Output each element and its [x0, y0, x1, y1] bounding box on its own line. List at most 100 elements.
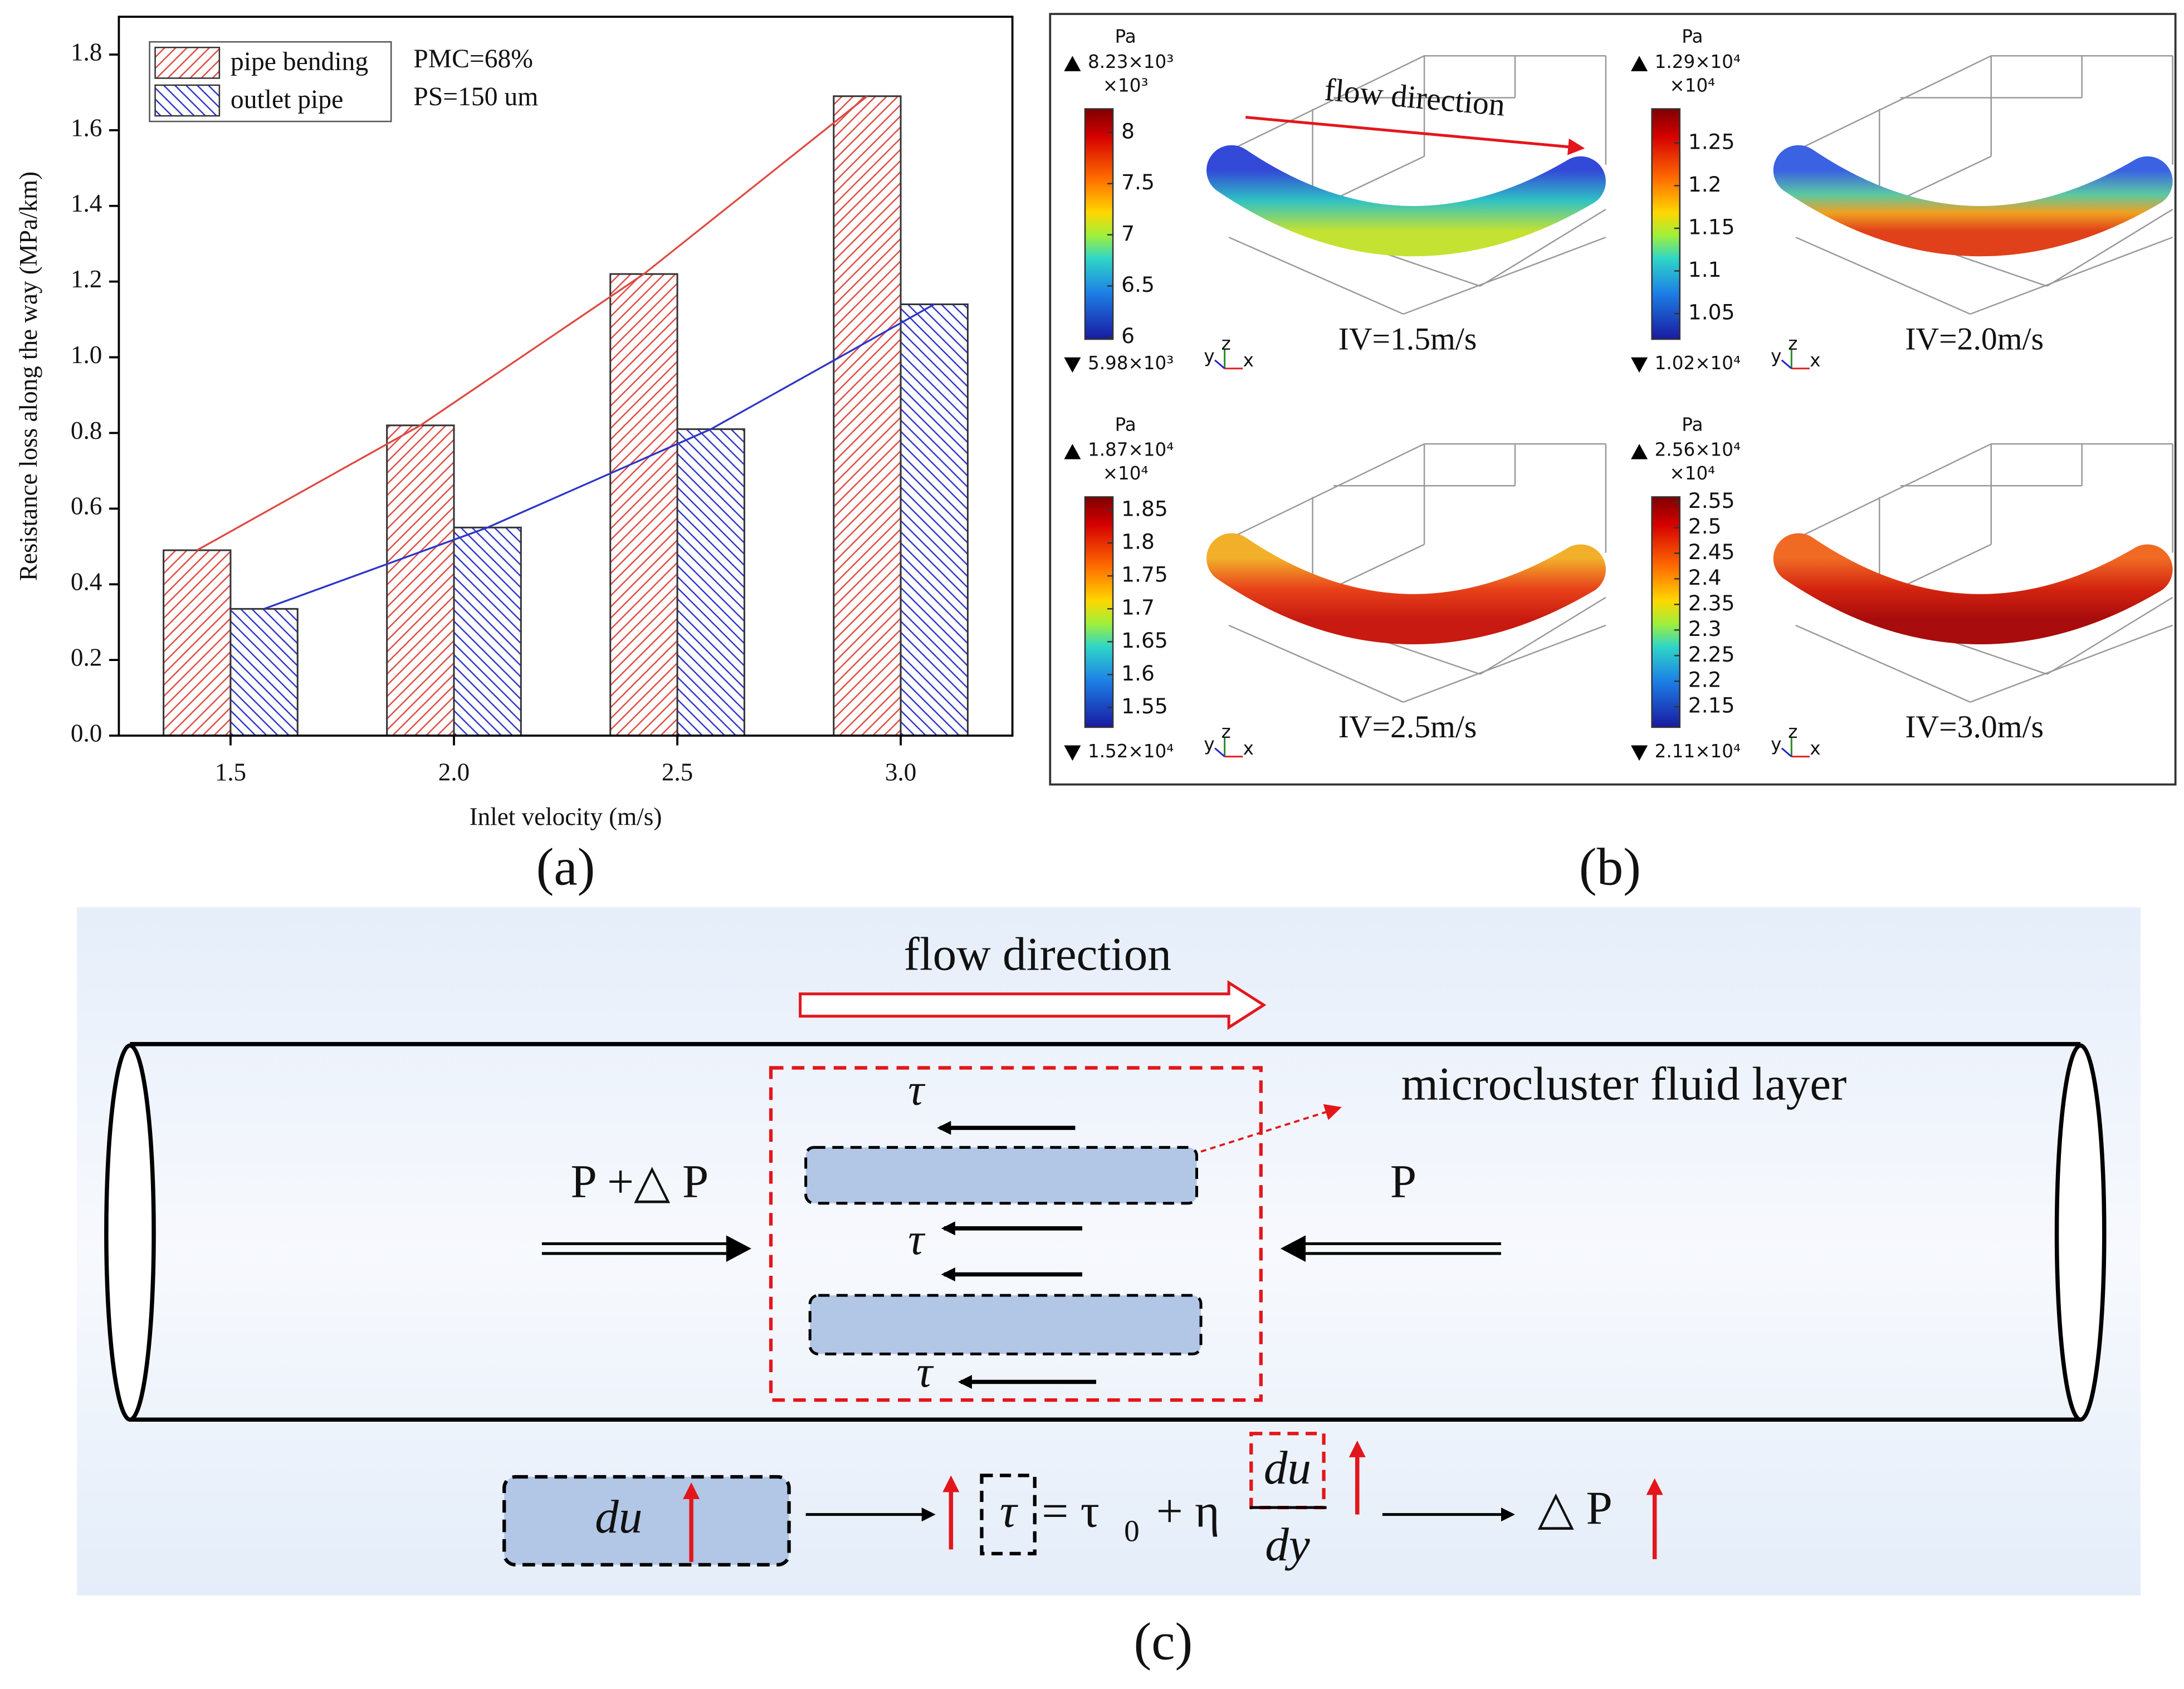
- legend-label: outlet pipe: [231, 85, 343, 114]
- wireframe: [1479, 208, 1606, 287]
- wireframe: [1970, 624, 2173, 703]
- y-tick-label: 1.2: [71, 265, 102, 293]
- x-tick-label: 2.5: [662, 758, 693, 786]
- pipe-end: [104, 1043, 156, 1422]
- gizmo-label: z: [1788, 333, 1797, 354]
- colorbar-tick-label: 1.65: [1121, 628, 1168, 653]
- colorbar-min: 5.98×10³: [1088, 353, 1174, 374]
- gizmo-label: z: [1222, 721, 1231, 742]
- plot-label: IV=1.5m/s: [1338, 321, 1477, 356]
- shear-label: τ: [908, 1066, 926, 1115]
- layer-label: microcluster fluid layer: [1401, 1058, 1847, 1110]
- wireframe: [1479, 596, 1606, 675]
- x-tick-label: 2.0: [438, 758, 470, 786]
- trend-line: [263, 303, 935, 610]
- y-tick-label: 1.8: [71, 38, 102, 66]
- colorbar-tick-label: 2.25: [1688, 642, 1735, 667]
- flow-arrow: [1245, 116, 1585, 155]
- equation-term: = τ: [1042, 1485, 1100, 1538]
- shear-label: τ: [916, 1348, 934, 1397]
- wireframe: [1795, 55, 1992, 151]
- colorbar: [1651, 496, 1681, 728]
- gizmo-label: y: [1771, 346, 1781, 367]
- equation-subscript: 0: [1124, 1514, 1140, 1548]
- y-axis-label: Resistance loss along the way (MPa/km): [14, 172, 42, 581]
- gizmo-label: z: [1222, 333, 1231, 354]
- colorbar-unit: Pa: [1682, 414, 1703, 435]
- y-tick-label: 0.0: [71, 719, 102, 747]
- colorbar-multiplier: ×10³: [1103, 75, 1149, 96]
- panel-label: (a): [536, 837, 595, 896]
- legend-swatch: [154, 46, 221, 79]
- colorbar-unit: Pa: [1115, 26, 1136, 47]
- colorbar-min: 1.02×10⁴: [1655, 353, 1741, 374]
- colorbar-min: 2.11×10⁴: [1655, 741, 1741, 762]
- colorbar-tick-label: 2.35: [1688, 591, 1735, 615]
- colorbar-tick-label: 1.2: [1688, 172, 1722, 197]
- equation-term: △ P: [1538, 1482, 1613, 1535]
- colorbar-tick-label: 1.85: [1121, 496, 1168, 521]
- contour-plot: 1.85 1.8 1.75 1.7 1.65 1.6 1.55 Pa 1.87×10⁴×10⁴ 1…: [1064, 414, 1607, 762]
- pipe-surface: [1773, 533, 2173, 645]
- bar: [453, 526, 522, 737]
- contour-plot: 8 7.5 7 6.5 6 Pa 8.23×10³ ×10³ 5.98×10³ IV=1.5m/s…: [1064, 26, 1607, 374]
- x-tick-label: 3.0: [885, 758, 916, 786]
- pressure-label: P: [1390, 1156, 1416, 1208]
- colorbar-tick-label: 8: [1121, 119, 1135, 143]
- contour-plot: 2.552.52.452.42.352.32.252.22.15 Pa 2.56×1…: [1631, 414, 2173, 762]
- colorbar-tick-label: 6.5: [1121, 272, 1155, 297]
- wireframe: [1228, 443, 1425, 540]
- wireframe: [1403, 236, 1606, 315]
- bar: [676, 428, 745, 737]
- plot-label: IV=3.0m/s: [1905, 709, 2044, 745]
- gizmo-label: x: [1810, 350, 1820, 371]
- contour-panel: 8 7.5 7 6.5 6 Pa 8.23×10³ ×10³ 5.98×10³ IV=1.5m/s…: [1049, 13, 2177, 786]
- gizmo: [1214, 747, 1225, 757]
- colorbar-max: 1.87×10⁴: [1088, 439, 1174, 461]
- colorbar-tick-label: 1.25: [1688, 129, 1735, 154]
- gizmo-label: y: [1204, 346, 1214, 367]
- plot-frame: [118, 16, 1014, 737]
- wireframe: [1228, 55, 1425, 151]
- legend-label: pipe bending: [231, 47, 368, 76]
- colorbar-tick-label: 1.75: [1121, 562, 1168, 587]
- pipe-surface: [1206, 533, 1606, 645]
- y-tick-label: 1.0: [71, 341, 102, 369]
- wireframe: [1228, 624, 1404, 703]
- trend-line: [196, 95, 868, 551]
- wireframe: [1403, 624, 1606, 703]
- gizmo-label: x: [1810, 738, 1820, 759]
- equation-term: + η: [1156, 1485, 1220, 1538]
- equation-term: dy: [1265, 1519, 1310, 1571]
- wireframe: [1795, 624, 1971, 703]
- pressure-label: P +△ P: [570, 1156, 709, 1208]
- fluid-layer: [804, 1145, 1199, 1205]
- colorbar-tick-label: 7: [1121, 221, 1135, 246]
- flow-arrow: [799, 980, 1267, 1030]
- wireframe: [1795, 236, 1971, 315]
- plot-label: IV=2.0m/s: [1905, 321, 2044, 356]
- colorbar-max: 8.23×10³: [1088, 51, 1174, 72]
- x-tick-label: 1.5: [215, 758, 246, 786]
- colorbar-max: 1.29×10⁴: [1655, 51, 1741, 72]
- annotation: PS=150 um: [413, 82, 538, 111]
- colorbar-tick-label: 1.55: [1121, 694, 1168, 718]
- max-marker: [1064, 56, 1081, 71]
- pipe-surface: [1773, 145, 2173, 257]
- colorbar-tick-label: 1.15: [1688, 214, 1735, 239]
- gizmo-label: y: [1771, 734, 1781, 755]
- colorbar-multiplier: ×10⁴: [1103, 463, 1149, 484]
- min-marker: [1064, 745, 1081, 761]
- gizmo: [1781, 747, 1792, 757]
- panel-frame: [1049, 13, 2177, 786]
- colorbar-multiplier: ×10⁴: [1669, 463, 1715, 484]
- bar: [833, 95, 902, 737]
- colorbar-tick-label: 2.15: [1688, 693, 1735, 718]
- colorbar-tick-label: 1.6: [1121, 661, 1155, 686]
- colorbar-unit: Pa: [1115, 414, 1136, 435]
- gizmo-label: z: [1788, 721, 1797, 742]
- colorbar-min: 1.52×10⁴: [1088, 741, 1174, 762]
- bar: [900, 303, 969, 737]
- gizmo-label: y: [1204, 734, 1214, 755]
